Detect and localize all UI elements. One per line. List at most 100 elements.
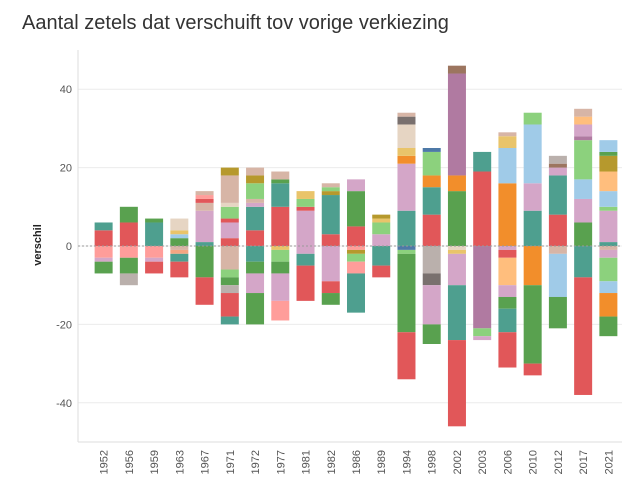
bar-segment-1972 bbox=[246, 246, 265, 262]
x-tick-label: 1967 bbox=[200, 450, 212, 474]
bar-segment-1952 bbox=[94, 246, 113, 258]
bar-segment-1981 bbox=[296, 210, 315, 246]
x-tick-label: 1977 bbox=[275, 450, 287, 474]
bar-segment-1998 bbox=[422, 285, 441, 325]
bar-segment-1982 bbox=[321, 293, 340, 305]
bar-segment-1956 bbox=[119, 246, 138, 258]
bar-segment-1998 bbox=[422, 148, 441, 152]
bar-segment-1981 bbox=[296, 246, 315, 254]
bar-segment-2012 bbox=[548, 167, 567, 176]
bar-segment-2006 bbox=[498, 332, 517, 368]
bar-segment-2003 bbox=[473, 151, 492, 172]
bar-segment-1982 bbox=[321, 234, 340, 246]
bar-segment-1982 bbox=[321, 183, 340, 188]
bar-segment-1989 bbox=[372, 222, 391, 235]
bar-segment-1982 bbox=[321, 195, 340, 235]
bar-segment-1967 bbox=[195, 246, 214, 278]
bar-segment-1986 bbox=[347, 261, 365, 274]
bar-segment-1971 bbox=[220, 206, 239, 219]
bar-segment-1956 bbox=[119, 222, 138, 246]
bar-segment-1986 bbox=[347, 246, 365, 250]
bar-segment-1967 bbox=[195, 191, 214, 196]
x-tick-label: 1952 bbox=[99, 450, 111, 474]
bar-segment-1994 bbox=[397, 332, 416, 380]
bar-segment-1994 bbox=[397, 246, 416, 250]
bar-segment-2006 bbox=[498, 148, 517, 184]
bar-segment-2003 bbox=[473, 336, 492, 341]
bar-segment-1998 bbox=[422, 187, 441, 215]
bar-segment-1989 bbox=[372, 218, 391, 223]
bar-segment-2002 bbox=[447, 175, 466, 192]
bar-segment-2017 bbox=[574, 179, 593, 199]
x-tick-label: 1982 bbox=[326, 450, 338, 474]
bar-segment-1998 bbox=[422, 324, 441, 344]
bar-segment-1994 bbox=[397, 155, 416, 164]
x-tick-label: 1959 bbox=[149, 450, 161, 474]
bar-segment-1986 bbox=[347, 179, 365, 192]
bar-segment-1971 bbox=[220, 222, 239, 239]
x-axis: 1952 1956 1959 1963 1967 1971 1972 1977 1981 1982… bbox=[99, 450, 616, 474]
bar-segment-1963 bbox=[170, 253, 189, 262]
bar-segment-1963 bbox=[170, 218, 189, 231]
bar-segment-2021 bbox=[599, 246, 618, 250]
bar-segment-1982 bbox=[321, 187, 340, 192]
bar-segment-2010 bbox=[523, 285, 542, 364]
x-tick-label: 1963 bbox=[174, 450, 186, 474]
y-tick-label: 20 bbox=[60, 163, 72, 175]
bar-segment-1967 bbox=[195, 195, 214, 199]
y-tick-label: -40 bbox=[56, 398, 72, 410]
bar-segment-1989 bbox=[372, 265, 391, 278]
bar-segment-1998 bbox=[422, 151, 441, 176]
bar-segment-1998 bbox=[422, 214, 441, 246]
bar-segment-2006 bbox=[498, 257, 517, 286]
bar-segment-1952 bbox=[94, 230, 113, 246]
bar-segment-2021 bbox=[599, 281, 618, 294]
bar-segment-1963 bbox=[170, 230, 189, 235]
bar-segment-1977 bbox=[271, 171, 290, 180]
bar-segment-1972 bbox=[246, 175, 265, 184]
bar-segment-2021 bbox=[599, 151, 618, 156]
bar-segment-1986 bbox=[347, 191, 365, 227]
bar-segment-2012 bbox=[548, 155, 567, 164]
bar-segment-1967 bbox=[195, 277, 214, 305]
bar-segment-1952 bbox=[94, 261, 113, 274]
bar-segment-2002 bbox=[447, 253, 466, 286]
bar-segment-2021 bbox=[599, 206, 618, 211]
bar-segment-2021 bbox=[599, 171, 618, 192]
bar-segment-2012 bbox=[548, 296, 567, 329]
bar-segment-2006 bbox=[498, 132, 517, 137]
bar-segment-2010 bbox=[523, 363, 542, 376]
bar-segment-1972 bbox=[246, 206, 265, 231]
bar-segment-2010 bbox=[523, 210, 542, 246]
x-tick-label: 1956 bbox=[124, 450, 136, 474]
bar-segment-2017 bbox=[574, 124, 593, 137]
x-tick-label: 2006 bbox=[502, 450, 514, 474]
bar-segment-2012 bbox=[548, 214, 567, 246]
bar-segment-1994 bbox=[397, 112, 416, 117]
bar-segment-2012 bbox=[548, 163, 567, 168]
bar-segment-1977 bbox=[271, 246, 290, 250]
bar-segment-1998 bbox=[422, 273, 441, 286]
y-axis: 40 20 0 -20 -40 bbox=[56, 84, 72, 410]
bar-segment-1972 bbox=[246, 167, 265, 176]
x-tick-label: 1971 bbox=[225, 450, 237, 474]
bar-segment-1963 bbox=[170, 261, 189, 278]
bar-segment-1998 bbox=[422, 246, 441, 274]
bar-segment-1977 bbox=[271, 300, 290, 321]
bar-segment-1959 bbox=[145, 261, 164, 274]
bar-segment-2002 bbox=[447, 340, 466, 427]
bar-segment-1981 bbox=[296, 265, 315, 301]
bar-segment-1994 bbox=[397, 210, 416, 246]
bar-segment-2010 bbox=[523, 183, 542, 211]
bar-segment-1963 bbox=[170, 246, 189, 250]
bar-segment-1967 bbox=[195, 242, 214, 246]
bar-segment-1977 bbox=[271, 249, 290, 262]
bar-segment-1982 bbox=[321, 191, 340, 196]
bar-segment-1971 bbox=[220, 293, 239, 317]
bar-segment-2010 bbox=[523, 246, 542, 286]
bar-segment-2017 bbox=[574, 108, 593, 117]
bar-segment-1971 bbox=[220, 218, 239, 223]
bar-segment-1971 bbox=[220, 277, 239, 286]
bar-segment-1986 bbox=[347, 226, 365, 246]
